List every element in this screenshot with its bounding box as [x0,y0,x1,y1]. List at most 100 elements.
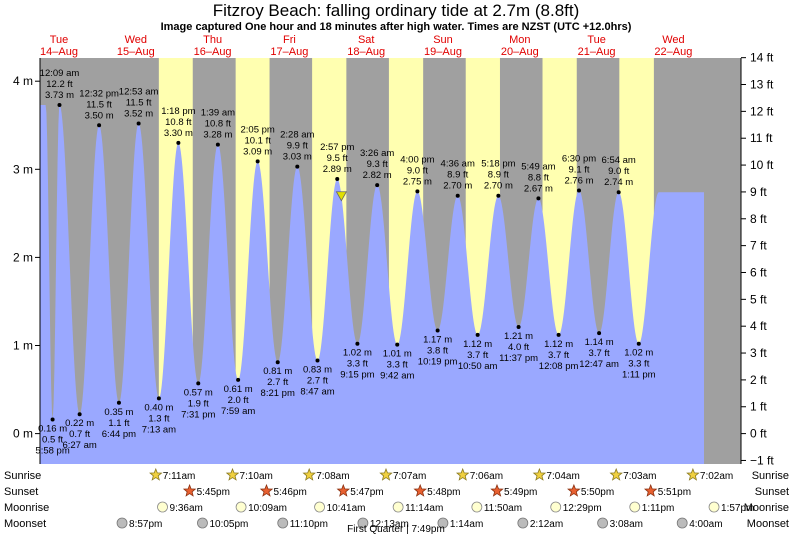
high-tide-ft: 9.0 ft [407,165,428,176]
sunset-icon [182,483,197,497]
day-date: 17–Aug [270,46,308,58]
tide-point [496,193,501,198]
low-tide-ft: 1.3 ft [148,413,169,424]
low-tide-time: 10:50 am [458,361,498,372]
low-tide-time: 5:58 pm [35,446,69,457]
high-tide-ft: 10.8 ft [165,117,192,128]
high-tide-m: 3.52 m [124,108,153,119]
high-tide-ft: 11.5 ft [126,97,152,108]
high-tide-m: 3.09 m [243,146,272,157]
low-tide-time: 6:44 pm [102,429,136,440]
high-tide-time: 2:57 pm [320,142,354,153]
high-tide-time: 4:36 am [441,159,475,170]
low-tide-ft: 0.7 ft [69,429,90,440]
moonrise-time: 9:36am [170,503,203,514]
day-name: Thu [203,34,222,46]
sunrise-time: 7:10am [240,471,273,482]
moonset-time: 1:14am [450,519,483,530]
day-date: 18–Aug [347,46,385,58]
low-tide-m: 1.21 m [504,331,533,342]
moonrise-icon [392,501,404,513]
moonrise-time: 1:57pm [721,503,754,514]
y-tick-label-ft: 4 ft [750,319,767,333]
moonrise-icon [550,501,562,513]
low-tide-time: 7:13 am [142,424,176,435]
high-tide-m: 2.70 m [484,181,513,192]
high-tide-time: 6:30 pm [562,153,596,164]
low-tide-m: 0.22 m [65,418,94,429]
y-tick-label-ft: 9 ft [750,185,767,199]
high-tide-m: 3.03 m [283,152,312,163]
tide-point [295,164,300,169]
tide-point [455,193,460,198]
day-name: Wed [662,34,684,46]
day-name: Mon [509,34,530,46]
low-tide-time: 7:31 pm [181,409,215,420]
sunrise-time: 7:04am [546,471,579,482]
moonset-time: 4:00am [689,519,722,530]
sunrise-time: 7:03am [623,471,656,482]
high-tide-ft: 10.1 ft [244,135,271,146]
sunrise-icon [379,467,393,481]
day-date: 16–Aug [194,46,232,58]
tide-point [516,324,521,329]
moonset-time: 10:05pm [209,519,248,530]
low-tide-m: 0.83 m [303,364,332,375]
high-tide-time: 12:53 am [119,86,159,97]
low-tide-m: 0.16 m [38,424,67,435]
sunset-time: 5:50pm [581,487,614,498]
low-tide-time: 6:27 am [62,440,96,451]
tide-point [196,381,201,386]
high-tide-time: 5:49 am [521,161,555,172]
y-tick-label-ft: 3 ft [750,346,767,360]
high-tide-time: 4:00 pm [400,154,434,165]
high-tide-time: 2:05 pm [240,124,274,135]
sunrise-icon [225,467,240,481]
sunrise-time: 7:02am [700,471,733,482]
y-tick-label-ft: 2 ft [750,373,767,387]
moonrise-icon [157,501,168,513]
high-tide-time: 12:09 am [40,68,80,79]
tide-point [50,417,55,422]
moonset-icon [116,517,128,529]
y-tick-label-ft: 0 ft [750,427,767,441]
low-tide-time: 11:37 pm [499,353,538,364]
tide-point [597,331,602,336]
day-name: Tue [50,34,69,46]
moonrise-time: 10:41am [327,503,366,514]
chart-subtitle: Image captured One hour and 18 minutes a… [161,21,632,33]
low-tide-ft: 3.7 ft [589,348,610,359]
low-tide-time: 10:19 pm [418,357,458,368]
high-tide-ft: 9.1 ft [568,164,589,175]
low-tide-m: 1.17 m [423,335,452,346]
astro-row-label-right: Moonrise [744,502,789,514]
high-tide-ft: 8.9 ft [447,170,468,181]
low-tide-m: 0.81 m [263,366,292,377]
sunset-time: 5:51pm [658,487,691,498]
y-tick-label-m: 1 m [13,339,33,353]
sunset-time: 5:47pm [350,487,383,498]
y-tick-label-ft: 12 ft [750,104,774,118]
low-tide-ft: 3.3 ft [347,359,368,370]
day-name: Tue [587,34,606,46]
low-tide-ft: 4.0 ft [508,342,529,353]
tide-point [475,332,480,337]
high-tide-time: 5:18 pm [481,159,515,170]
low-tide-time: 12:47 am [579,359,619,370]
moon-phase: First Quarter | 7:49pm [347,524,445,535]
moonset-icon [676,517,688,529]
moonset-time: 11:10pm [290,519,328,530]
moonset-time: 2:12am [530,519,563,530]
high-tide-ft: 11.5 ft [86,99,112,110]
plot-area [40,58,741,464]
tide-point [236,377,241,382]
sunrise-time: 7:11am [163,471,196,482]
high-tide-ft: 9.0 ft [608,166,629,177]
high-tide-time: 1:18 pm [161,106,195,117]
low-tide-ft: 1.9 ft [188,398,209,409]
y-tick-label-ft: 14 ft [750,51,774,65]
astro-row-label-left: Moonset [4,518,46,530]
tide-point [355,341,360,346]
y-tick-label-m: 2 m [13,250,33,264]
